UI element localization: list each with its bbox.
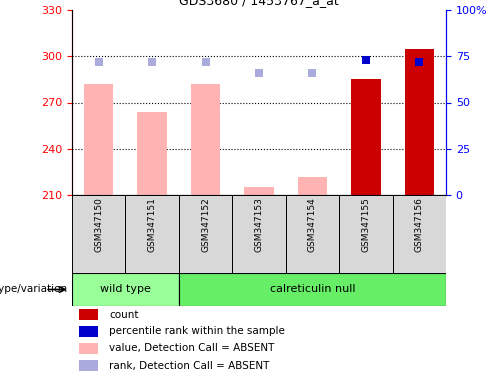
Text: value, Detection Call = ABSENT: value, Detection Call = ABSENT [109,344,275,354]
Text: GSM347153: GSM347153 [255,197,264,252]
Bar [80,309,98,321]
Bar [80,343,98,354]
Bar [72,273,179,306]
Text: genotype/variation: genotype/variation [0,285,67,295]
Bar [244,187,274,195]
Text: percentile rank within the sample: percentile rank within the sample [109,326,285,336]
Bar [179,273,446,306]
Text: GSM347154: GSM347154 [308,197,317,252]
Text: GSM347150: GSM347150 [94,197,103,252]
Bar [179,195,232,273]
Text: calreticulin null: calreticulin null [270,285,355,295]
Bar [298,177,327,195]
Bar [138,112,167,195]
Text: count: count [109,310,139,319]
Bar [232,195,285,273]
Text: wild type: wild type [100,285,151,295]
Text: rank, Detection Call = ABSENT: rank, Detection Call = ABSENT [109,361,270,371]
Bar [392,195,446,273]
Bar [405,48,434,195]
Bar [125,195,179,273]
Title: GDS3680 / 1453767_a_at: GDS3680 / 1453767_a_at [179,0,339,7]
Text: GSM347155: GSM347155 [361,197,370,252]
Bar [72,195,125,273]
Bar [80,359,98,371]
Text: GSM347152: GSM347152 [201,197,210,252]
Bar [339,195,392,273]
Bar [84,84,113,195]
Bar [285,195,339,273]
Bar [191,84,220,195]
Text: GSM347151: GSM347151 [148,197,157,252]
Bar [351,79,381,195]
Text: GSM347156: GSM347156 [415,197,424,252]
Bar [80,326,98,338]
